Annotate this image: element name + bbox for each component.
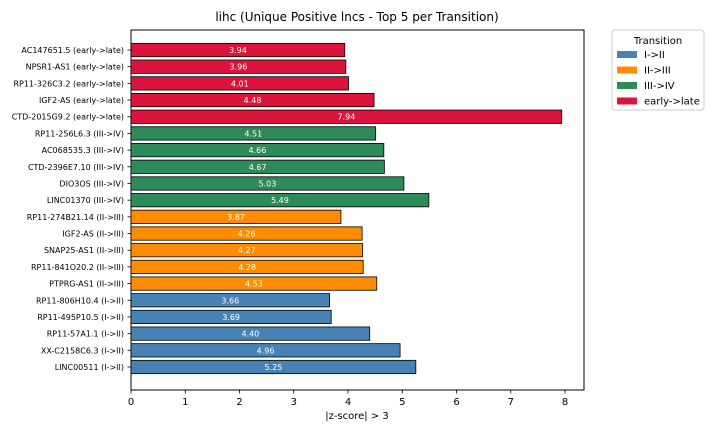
chart-title: lihc (Unique Positive lncs - Top 5 per T… [215, 10, 498, 24]
bar-value-label: 4.67 [249, 163, 267, 172]
legend-swatch [617, 66, 637, 74]
bar-value-label: 5.25 [265, 363, 283, 372]
bar-value-label: 4.96 [257, 346, 275, 355]
bar-value-label: 4.01 [231, 79, 249, 88]
x-tick-label: 2 [236, 397, 242, 408]
x-tick-label: 0 [128, 397, 134, 408]
bar-value-label: 4.26 [238, 230, 256, 239]
y-tick-label: RP11-274B21.14 (II->III) [27, 213, 124, 222]
y-tick-label: SNAP25-AS1 (II->III) [44, 246, 124, 255]
y-tick-label: CTD-2396E7.10 (III->IV) [28, 163, 124, 172]
bar-value-label: 4.40 [241, 330, 259, 339]
bars-layer: 3.94 3.96 4.01 4.48 7.94 4.51 4.66 4.67 5.03 5.49… [130, 42, 563, 375]
legend-label: I->II [644, 50, 665, 61]
x-tick-label: 7 [508, 397, 514, 408]
legend-label: III->IV [644, 81, 675, 92]
bar-value-label: 4.51 [244, 129, 262, 138]
y-tick-label: RP11-806H10.4 (I->II) [36, 296, 124, 305]
x-tick-label: 5 [399, 397, 405, 408]
x-tick-label: 1 [182, 397, 188, 408]
x-tick-label: 8 [562, 397, 568, 408]
y-tick-label: RP11-495P10.5 (I->II) [37, 313, 124, 322]
y-tick-label: LINC00511 (I->II) [55, 363, 124, 372]
x-tick-label: 6 [453, 397, 459, 408]
y-tick-label: DIO3OS (III->IV) [59, 179, 124, 188]
y-tick-label: CTD-2015G9.2 (early->late) [12, 113, 124, 122]
bar-value-label: 5.49 [271, 196, 289, 205]
bar-value-label: 4.48 [244, 96, 262, 105]
legend-swatch [617, 51, 637, 58]
x-axis: 0 1 2 3 4 5 6 7 8 [128, 390, 568, 408]
y-tick-label: IGF2-AS (II->III) [62, 230, 124, 239]
legend-swatch [617, 82, 637, 89]
bar-value-label: 4.28 [238, 263, 256, 272]
bar-value-label: 3.94 [229, 46, 247, 55]
y-tick-label: RP11-57A1.1 (I->II) [47, 330, 124, 339]
y-tick-label: RP11-841O20.2 (II->III) [31, 263, 124, 272]
y-tick-labels: AC147651.5 (early->late) NPSR1-AS1 (early… [12, 46, 131, 372]
x-axis-label: |z-score| > 3 [325, 411, 389, 422]
y-tick-label: RP11-326C3.2 (early->late) [13, 79, 124, 88]
legend: Transition I->II II->III III->IV early->lat… [611, 29, 705, 111]
legend-entries: I->II II->III III->IV early->late [617, 50, 700, 108]
y-tick-label: PTPRG-AS1 (II->III) [49, 280, 124, 289]
bar-value-label: 4.27 [238, 246, 256, 255]
bar-value-label: 3.66 [221, 296, 239, 305]
legend-frame [611, 29, 705, 111]
y-tick-label: NPSR1-AS1 (early->late) [26, 63, 124, 72]
legend-label: early->late [644, 97, 700, 108]
y-tick-label: AC147651.5 (early->late) [21, 46, 124, 55]
y-tick-label: AC068535.3 (III->IV) [42, 146, 124, 155]
bar-value-label: 3.87 [227, 213, 245, 222]
y-tick-label: RP11-256L6.3 (III->IV) [35, 129, 124, 138]
bar-value-label: 4.66 [248, 146, 266, 155]
legend-swatch [617, 97, 637, 105]
y-tick-label: IGF2-AS (early->late) [39, 96, 124, 105]
bar-value-label: 7.94 [337, 113, 355, 122]
y-tick-label: XX-C2158C6.3 (I->II) [41, 346, 124, 355]
y-tick-label: LINC01370 (III->IV) [47, 196, 124, 205]
bar-value-label: 3.69 [222, 313, 240, 322]
legend-label: II->III [644, 66, 671, 77]
x-tick-label: 4 [345, 397, 351, 408]
bar-value-label: 4.53 [245, 280, 263, 289]
x-tick-label: 3 [291, 397, 297, 408]
legend-title: Transition [633, 36, 682, 47]
bar-value-label: 3.96 [230, 63, 248, 72]
bar-value-label: 5.03 [259, 179, 277, 188]
